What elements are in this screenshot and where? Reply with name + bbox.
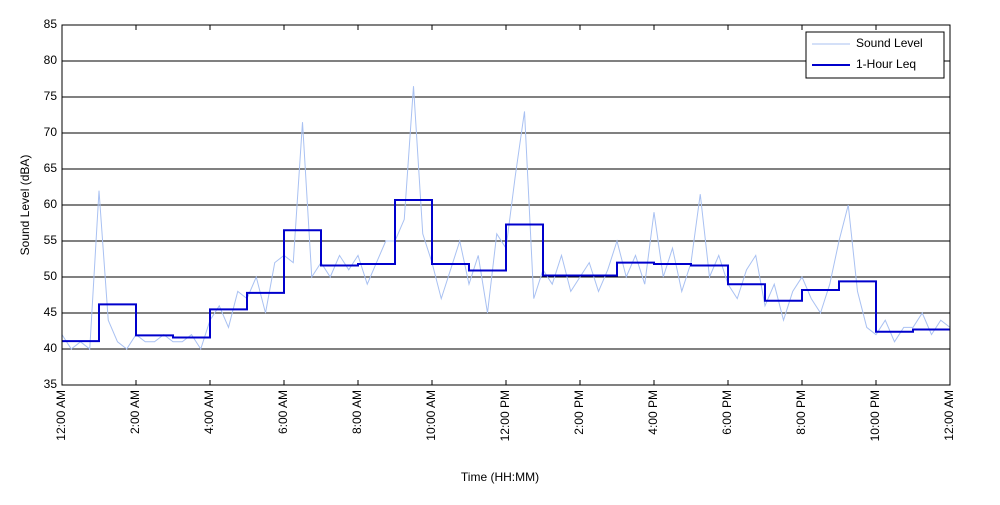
y-tick-label: 65 — [44, 161, 58, 175]
x-tick-label: 10:00 AM — [424, 390, 438, 441]
legend-label: Sound Level — [856, 36, 923, 50]
y-tick-label: 50 — [44, 269, 58, 283]
x-tick-label: 12:00 AM — [942, 390, 956, 441]
x-axis-label: Time (HH:MM) — [461, 470, 539, 484]
y-tick-label: 80 — [44, 53, 58, 67]
x-tick-label: 2:00 PM — [572, 390, 586, 435]
x-tick-label: 8:00 PM — [794, 390, 808, 435]
y-tick-label: 55 — [44, 233, 58, 247]
y-tick-label: 45 — [44, 305, 58, 319]
y-tick-label: 75 — [44, 89, 58, 103]
x-tick-label: 8:00 AM — [350, 390, 364, 434]
x-tick-label: 10:00 PM — [868, 390, 882, 441]
x-tick-label: 2:00 AM — [128, 390, 142, 434]
x-tick-label: 4:00 AM — [202, 390, 216, 434]
legend-label: 1-Hour Leq — [856, 57, 916, 71]
y-tick-label: 60 — [44, 197, 58, 211]
y-tick-label: 85 — [44, 17, 58, 31]
plot-border — [61, 24, 951, 386]
x-tick-label: 12:00 PM — [498, 390, 512, 441]
y-tick-label: 35 — [44, 377, 58, 391]
series-line — [62, 198, 950, 343]
y-tick-label: 40 — [44, 341, 58, 355]
x-tick-label: 4:00 PM — [646, 390, 660, 435]
x-tick-label: 6:00 AM — [276, 390, 290, 434]
y-tick-label: 70 — [44, 125, 58, 139]
y-axis-label: Sound Level (dBA) — [18, 155, 32, 256]
x-tick-label: 12:00 AM — [54, 390, 68, 441]
x-tick-label: 6:00 PM — [720, 390, 734, 435]
legend-box — [805, 31, 945, 79]
